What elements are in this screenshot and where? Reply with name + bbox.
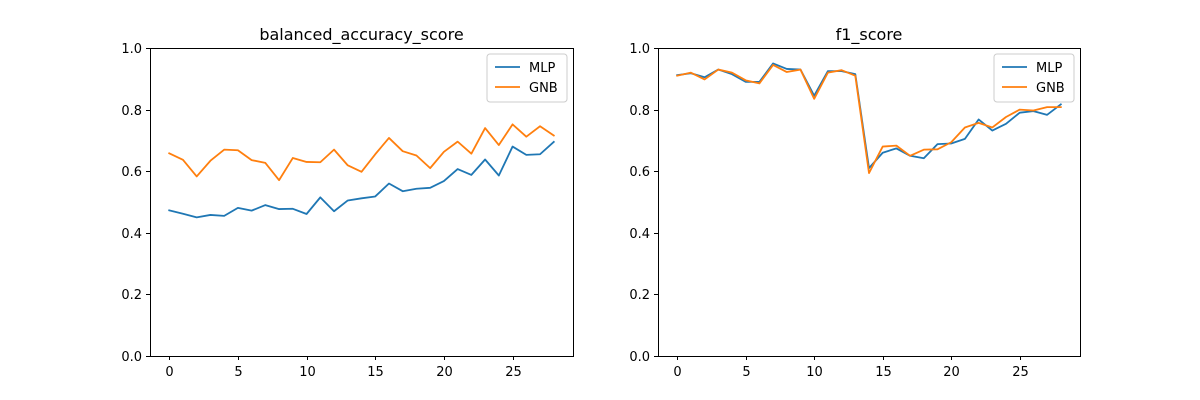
series-line-mlp — [168, 140, 556, 219]
legend-label-mlp: MLP — [1036, 61, 1062, 76]
x-tick-label: 25 — [505, 365, 522, 380]
legend-label-mlp: MLP — [529, 61, 555, 76]
y-tick-label: 0.2 — [121, 288, 142, 303]
series-line-gnb — [676, 64, 1062, 174]
x-tick-label: 20 — [436, 365, 453, 380]
legend: MLP GNB — [993, 53, 1075, 103]
legend-box — [993, 53, 1075, 103]
y-tick-label: 0.4 — [629, 227, 650, 242]
legend-box — [486, 53, 568, 103]
x-tick-label: 15 — [875, 365, 892, 380]
y-tick-label: 0.6 — [121, 165, 142, 180]
x-tick-label: 0 — [165, 365, 173, 380]
x-tick-label: 5 — [742, 365, 750, 380]
x-tick-label: 0 — [673, 365, 681, 380]
x-tick-label: 10 — [806, 365, 823, 380]
y-tick-label: 0.0 — [629, 350, 650, 365]
legend: MLP GNB — [486, 53, 568, 103]
y-tick-label: 0.0 — [121, 350, 142, 365]
y-tick-label: 0.4 — [121, 227, 142, 242]
x-tick-label: 5 — [234, 365, 242, 380]
x-tick-label: 20 — [943, 365, 960, 380]
plot-frame — [658, 48, 1081, 357]
y-tick-label: 0.6 — [629, 165, 650, 180]
y-tick-label: 0.8 — [121, 104, 142, 119]
chart-title: f1_score — [836, 25, 903, 45]
y-tick-label: 1.0 — [121, 42, 142, 57]
legend-label-gnb: GNB — [529, 81, 558, 96]
legend-label-gnb: GNB — [1036, 81, 1065, 96]
chart-title: balanced_accuracy_score — [259, 25, 463, 45]
plot-frame — [150, 48, 574, 357]
y-tick-label: 0.2 — [629, 288, 650, 303]
y-tick-label: 0.8 — [629, 104, 650, 119]
x-tick-label: 15 — [367, 365, 384, 380]
x-tick-label: 10 — [299, 365, 316, 380]
series-line-gnb — [168, 123, 556, 182]
y-tick-label: 1.0 — [629, 42, 650, 57]
x-tick-label: 25 — [1012, 365, 1029, 380]
chart-panel-0: balanced_accuracy_score 0.0 0.2 0.4 0.6 0.8 1.… — [121, 25, 574, 380]
chart-panel-1: f1_score 0.0 0.2 0.4 0.6 0.8 1.0 0 5 10 15 20 25 MLP G… — [629, 25, 1081, 380]
